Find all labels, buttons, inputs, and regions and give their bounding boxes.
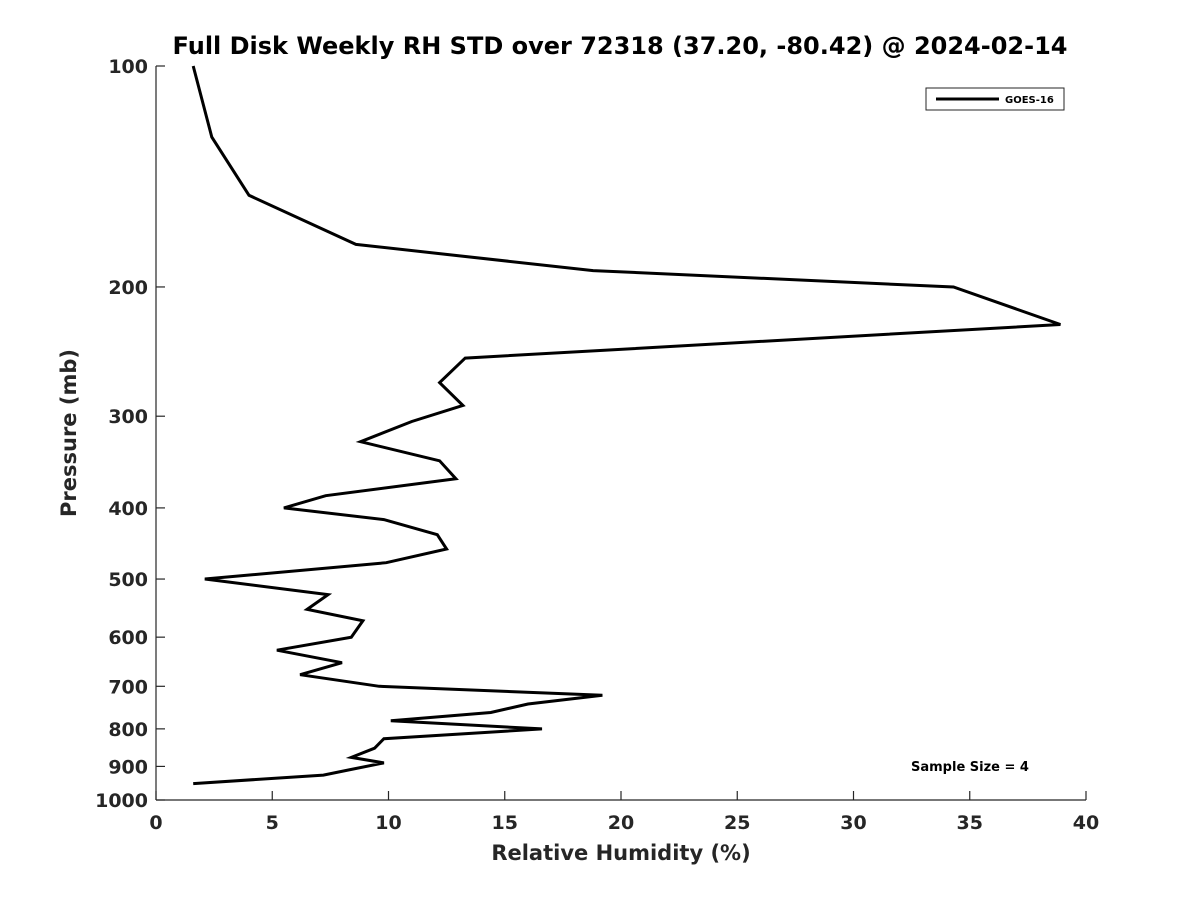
legend: GOES-16 bbox=[925, 87, 1065, 111]
x-tick-label: 35 bbox=[957, 812, 983, 834]
x-tick-label: 10 bbox=[375, 812, 401, 834]
legend-entry-goes16: GOES-16 bbox=[1005, 95, 1054, 106]
x-tick-label: 15 bbox=[492, 812, 518, 834]
y-tick-label: 800 bbox=[108, 719, 148, 741]
y-tick-label: 100 bbox=[108, 56, 148, 78]
y-tick-label: 700 bbox=[108, 676, 148, 698]
plot-area: 0 5 10 15 20 25 30 35 40 100 200 300 400 500 600 700 80… bbox=[95, 56, 1099, 834]
x-tick-label: 25 bbox=[724, 812, 750, 834]
y-tick-label: 600 bbox=[108, 627, 148, 649]
y-tick-label: 500 bbox=[108, 569, 148, 591]
x-tick-label: 20 bbox=[608, 812, 634, 834]
y-tick-label: 300 bbox=[108, 406, 148, 428]
y-tick-label: 900 bbox=[108, 756, 148, 778]
y-tick-label: 200 bbox=[108, 277, 148, 299]
y-axis-ticks: 100 200 300 400 500 600 700 800 900 1000 bbox=[95, 56, 165, 812]
x-axis-ticks: 0 5 10 15 20 25 30 35 40 bbox=[149, 791, 1099, 834]
x-tick-label: 40 bbox=[1073, 812, 1099, 834]
y-tick-label: 400 bbox=[108, 498, 148, 520]
x-tick-label: 5 bbox=[266, 812, 279, 834]
y-tick-label: 1000 bbox=[95, 790, 148, 812]
x-axis-label: Relative Humidity (%) bbox=[491, 841, 750, 865]
y-axis-label: Pressure (mb) bbox=[57, 349, 81, 517]
chart-title: Full Disk Weekly RH STD over 72318 (37.2… bbox=[173, 32, 1068, 60]
x-tick-label: 0 bbox=[149, 812, 162, 834]
sample-size-annotation: Sample Size = 4 bbox=[911, 760, 1029, 775]
series-line-goes16 bbox=[191, 65, 1061, 786]
x-tick-label: 30 bbox=[840, 812, 866, 834]
